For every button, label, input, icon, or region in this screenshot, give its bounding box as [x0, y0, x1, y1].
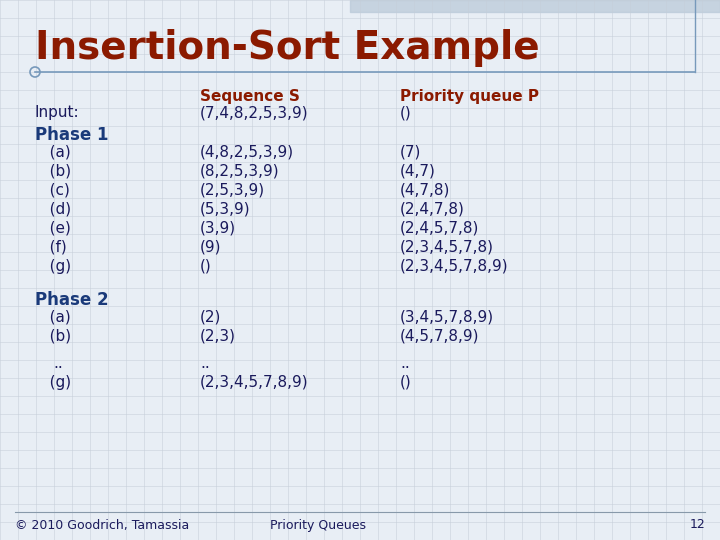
Text: (b): (b)	[35, 164, 71, 179]
Text: (): ()	[400, 105, 412, 120]
Text: (f): (f)	[35, 240, 67, 254]
Text: (4,7): (4,7)	[400, 164, 436, 179]
Text: (2,3,4,5,7,8,9): (2,3,4,5,7,8,9)	[400, 259, 508, 273]
Text: (): ()	[400, 375, 412, 389]
Text: (b): (b)	[35, 328, 71, 343]
Text: (a): (a)	[35, 309, 71, 325]
Text: (2,3,4,5,7,8,9): (2,3,4,5,7,8,9)	[200, 375, 309, 389]
Text: Phase 1: Phase 1	[35, 126, 109, 144]
Text: (4,7,8): (4,7,8)	[400, 183, 451, 198]
Text: Priority Queues: Priority Queues	[270, 518, 366, 531]
Text: Priority queue P: Priority queue P	[400, 89, 539, 104]
Text: (2): (2)	[200, 309, 221, 325]
Text: (a): (a)	[35, 145, 71, 159]
Text: (3,4,5,7,8,9): (3,4,5,7,8,9)	[400, 309, 494, 325]
Text: Input:: Input:	[35, 105, 80, 120]
Text: (2,3,4,5,7,8): (2,3,4,5,7,8)	[400, 240, 494, 254]
Text: (2,3): (2,3)	[200, 328, 236, 343]
Text: (8,2,5,3,9): (8,2,5,3,9)	[200, 164, 279, 179]
Text: (2,5,3,9): (2,5,3,9)	[200, 183, 265, 198]
Text: (2,4,7,8): (2,4,7,8)	[400, 201, 465, 217]
Text: (e): (e)	[35, 220, 71, 235]
Text: Sequence S: Sequence S	[200, 89, 300, 104]
Text: (5,3,9): (5,3,9)	[200, 201, 251, 217]
Text: (g): (g)	[35, 259, 71, 273]
Text: ..: ..	[53, 355, 63, 370]
Text: (2,4,5,7,8): (2,4,5,7,8)	[400, 220, 480, 235]
Text: (9): (9)	[200, 240, 222, 254]
Text: ..: ..	[400, 355, 410, 370]
Text: 12: 12	[689, 518, 705, 531]
Text: (d): (d)	[35, 201, 71, 217]
Text: (7): (7)	[400, 145, 421, 159]
Text: (g): (g)	[35, 375, 71, 389]
Text: (): ()	[200, 259, 212, 273]
Text: (4,8,2,5,3,9): (4,8,2,5,3,9)	[200, 145, 294, 159]
Text: Insertion-Sort Example: Insertion-Sort Example	[35, 29, 539, 67]
Text: (4,5,7,8,9): (4,5,7,8,9)	[400, 328, 480, 343]
Text: © 2010 Goodrich, Tamassia: © 2010 Goodrich, Tamassia	[15, 518, 189, 531]
Text: ..: ..	[200, 355, 210, 370]
Text: (7,4,8,2,5,3,9): (7,4,8,2,5,3,9)	[200, 105, 309, 120]
Text: (3,9): (3,9)	[200, 220, 236, 235]
Text: Phase 2: Phase 2	[35, 291, 109, 309]
Text: (c): (c)	[35, 183, 70, 198]
